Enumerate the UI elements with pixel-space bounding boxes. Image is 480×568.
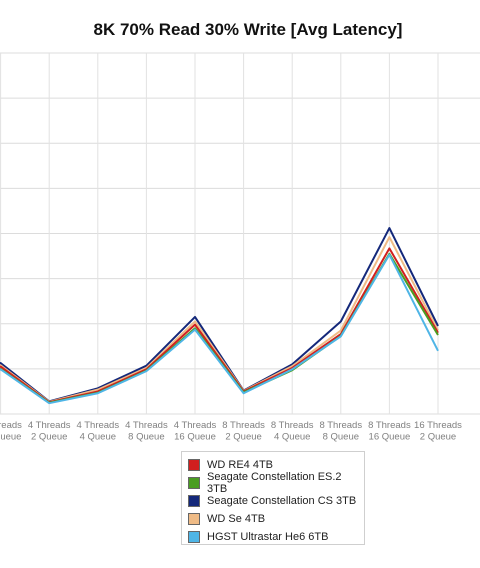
x-tick-label: 4 Threads 16 Queue — [174, 420, 217, 443]
x-tick-label: 8 Threads 16 Queue — [368, 420, 411, 443]
chart-series — [0, 227, 439, 405]
legend-swatch — [188, 495, 200, 507]
x-tick-label: 8 Threads 4 Queue — [271, 420, 314, 443]
legend-item[interactable]: HGST Ultrastar He6 6TB — [188, 528, 364, 546]
series-line — [0, 252, 439, 404]
x-tick-label: 4 Threads 2 Queue — [28, 420, 71, 443]
chart-legend: WD RE4 4TB Seagate Constellation ES.2 3TB… — [181, 451, 365, 545]
series-line — [0, 253, 439, 405]
chart-grid — [0, 52, 480, 415]
legend-label: Seagate Constellation ES.2 3TB — [207, 471, 342, 495]
chart-title: 8K 70% Read 30% Write [Avg Latency] — [93, 20, 403, 39]
legend-swatch — [188, 513, 200, 525]
x-tick-label: 4 Threads 8 Queue — [125, 420, 168, 443]
legend-item[interactable]: WD Se 4TB — [188, 510, 364, 528]
legend-swatch — [188, 477, 200, 489]
legend-label: HGST Ultrastar He6 6TB — [207, 531, 329, 543]
legend-swatch — [188, 531, 200, 543]
x-tick-label: 4 Threads 4 Queue — [76, 420, 119, 443]
legend-item[interactable]: Seagate Constellation ES.2 3TB — [188, 471, 364, 495]
x-tick-label: 8 Threads 8 Queue — [319, 420, 362, 443]
legend-label: WD Se 4TB — [207, 513, 266, 525]
legend-label: WD RE4 4TB — [207, 459, 274, 471]
legend-item[interactable]: WD RE4 4TB — [188, 456, 364, 474]
legend-item[interactable]: Seagate Constellation CS 3TB — [188, 492, 364, 510]
legend-label: Seagate Constellation CS 3TB — [207, 495, 357, 507]
x-tick-label: 8 Threads 2 Queue — [222, 420, 265, 443]
series-line — [0, 227, 439, 403]
legend-swatch — [188, 459, 200, 471]
x-tick-label: 16 Threads 2 Queue — [414, 420, 462, 443]
